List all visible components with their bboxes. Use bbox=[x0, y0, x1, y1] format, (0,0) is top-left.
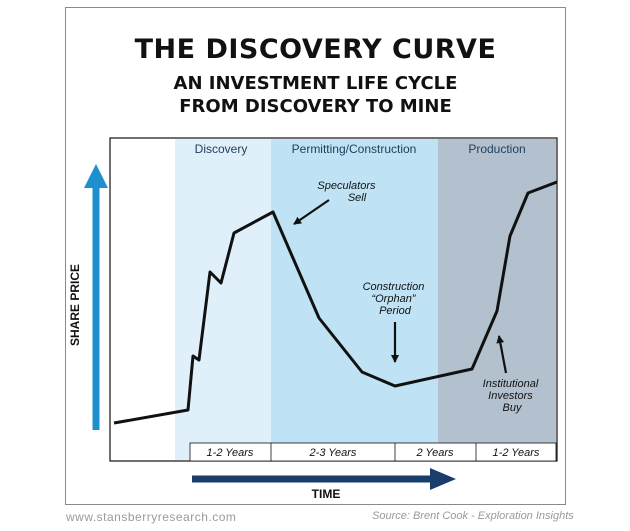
phase-band-permitting bbox=[271, 139, 438, 460]
phase-label-permitting: Permitting/Construction bbox=[292, 142, 417, 156]
phase-band-discovery bbox=[175, 139, 271, 460]
phase-label-production: Production bbox=[468, 142, 525, 156]
phase-band-production bbox=[438, 139, 556, 460]
annotation-speculators: Speculators Sell bbox=[317, 180, 378, 204]
annotation-institutional: Institutional Investors Buy bbox=[483, 378, 542, 414]
annotation-orphan-period: Construction “Orphan” Period bbox=[363, 281, 428, 317]
duration-label: 1-2 Years bbox=[493, 447, 540, 459]
duration-row bbox=[189, 442, 557, 462]
duration-label: 2 Years bbox=[415, 447, 454, 459]
share-price-arrowhead bbox=[84, 164, 108, 188]
annotation-arrow-institutional bbox=[496, 335, 508, 374]
annotation-arrow-speculators bbox=[293, 199, 330, 225]
time-arrowhead bbox=[430, 468, 456, 490]
x-axis-label: TIME bbox=[312, 487, 341, 501]
footer-source: Source: Brent Cook - Exploration Insight… bbox=[372, 510, 574, 522]
footer-website: www.stansberryresearch.com bbox=[66, 510, 237, 524]
duration-label: 1-2 Years bbox=[207, 447, 254, 459]
chart-subtitle-line-2: FROM DISCOVERY TO MINE bbox=[179, 96, 452, 117]
duration-label: 2-3 Years bbox=[309, 447, 357, 459]
chart-title: THE DISCOVERY CURVE bbox=[134, 34, 497, 65]
phase-label-discovery: Discovery bbox=[195, 142, 248, 156]
y-axis-label: SHARE PRICE bbox=[68, 264, 82, 346]
discovery-curve-line bbox=[113, 180, 558, 425]
chart-subtitle-line-1: AN INVESTMENT LIFE CYCLE bbox=[173, 73, 458, 94]
